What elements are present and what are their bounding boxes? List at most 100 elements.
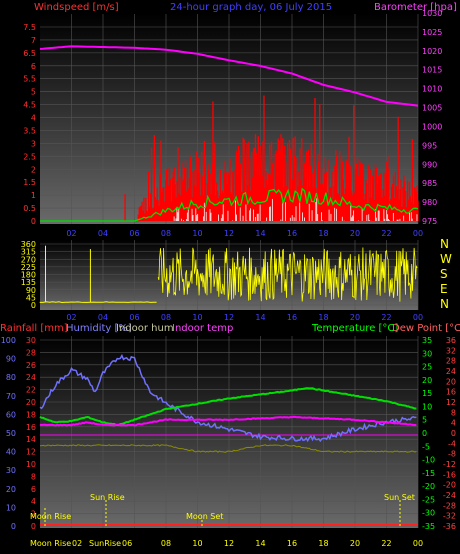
dew-tick: -28 (443, 501, 456, 510)
windspeed-axis: 0 0.5 1 1.5 2 2.5 3 3.5 4 4.5 5 5.5 6 6.5 7 7.5 (23, 23, 36, 226)
dew-tick: -16 (443, 470, 456, 479)
direction-x-tick: 14 (255, 313, 265, 322)
humidity-tick: 60 (6, 410, 16, 419)
bottom-moon-rise: Moon Rise (30, 539, 71, 548)
compass-letter: N (440, 237, 449, 251)
temperature-tick: -15 (422, 469, 435, 478)
climate-x-axis: 08 10 12 14 16 18 20 22 00 (161, 539, 423, 548)
direction-calm-line (39, 301, 157, 304)
wind-x-tick: 10 (192, 229, 202, 238)
dew-tick: -8 (448, 450, 456, 459)
barometer-axis: 975 980 985 990 995 1000 1005 1010 1015 1020 1025 1… (422, 9, 442, 226)
wind-bars (124, 95, 419, 221)
temperature-tick: 35 (422, 336, 432, 345)
direction-x-tick: 04 (98, 313, 108, 322)
climate-x-tick: 00 (413, 539, 423, 548)
climate-x-tick: 12 (224, 539, 234, 548)
rain-tick: 2 (31, 510, 36, 519)
dew-tick: -12 (443, 460, 456, 469)
windspeed-tick: 3 (31, 139, 36, 148)
temperature-label: Temperature [°C] (311, 323, 398, 334)
dew-tick: 36 (446, 336, 456, 345)
climate-x-tick: 14 (255, 539, 265, 548)
wind-x-tick: 08 (161, 229, 171, 238)
moon-rise-label: Moon Rise (30, 512, 71, 521)
wind-x-tick: 00 (413, 229, 423, 238)
windspeed-tick: 2 (31, 165, 36, 174)
barometer-tick: 990 (422, 160, 437, 169)
barometer-line (39, 45, 419, 107)
windspeed-tick: 6 (31, 62, 36, 71)
direction-x-axis: 02 04 06 08 10 12 14 16 18 20 22 00 (66, 313, 423, 322)
temperature-tick: 15 (422, 389, 432, 398)
wind-x-tick: 20 (350, 229, 360, 238)
temperature-tick: 10 (422, 402, 432, 411)
direction-x-tick: 08 (161, 313, 171, 322)
direction-x-tick: 12 (224, 313, 234, 322)
graph-title: 24-hour graph day, 06 July 2015 (170, 2, 332, 13)
moon-set-label: Moon Set (186, 512, 223, 521)
direction-trace (157, 247, 418, 302)
barometer-tick: 1005 (422, 104, 442, 113)
direction-tick: 45 (26, 293, 36, 302)
dew-tick: 24 (446, 367, 456, 376)
climate-x-tick: 18 (318, 539, 328, 548)
rain-tick: 18 (26, 410, 36, 419)
humidity-tick: 80 (6, 373, 16, 382)
direction-tick: 315 (21, 248, 36, 257)
humidity-label: Humidity [%] (66, 323, 132, 334)
wind-x-tick: 12 (224, 229, 234, 238)
direction-x-tick: 10 (192, 313, 202, 322)
humidity-tick: 20 (6, 485, 16, 494)
windspeed-tick: 4.5 (23, 101, 36, 110)
rain-tick: 30 (26, 336, 36, 345)
windspeed-tick: 5 (31, 88, 36, 97)
wind-x-tick: 04 (98, 229, 108, 238)
bottom-sun-rise: SunRise (89, 539, 121, 548)
barometer-tick: 980 (422, 198, 437, 207)
wind-x-tick: 02 (66, 229, 76, 238)
wind-x-tick: 18 (318, 229, 328, 238)
windspeed-tick: 7.5 (23, 23, 36, 32)
barometer-tick: 1000 (422, 122, 442, 131)
barometer-tick: 1020 (422, 47, 442, 56)
dew-tick: 8 (451, 408, 456, 417)
humidity-tick: 40 (6, 448, 16, 457)
temperature-tick: 20 (422, 376, 432, 385)
climate-x-tick: 16 (287, 539, 297, 548)
barometer-tick: 1030 (422, 9, 442, 18)
rain-tick: 0 (31, 522, 36, 531)
temperature-tick: -5 (422, 442, 430, 451)
direction-x-tick: 06 (129, 313, 139, 322)
rain-tick: 12 (26, 448, 36, 457)
direction-tick: 180 (21, 271, 36, 280)
rain-tick: 24 (26, 373, 36, 382)
temperature-axis: -35 -30 -25 -20 -15 -10 -5 0 5 10 15 20 25 30 35 (422, 336, 435, 531)
rain-tick: 8 (31, 472, 36, 481)
humidity-tick: 10 (6, 503, 16, 512)
rain-tick: 16 (26, 423, 36, 432)
dew-tick: 16 (446, 388, 456, 397)
windspeed-tick: 5.5 (23, 75, 36, 84)
indoor-humidity-line (39, 444, 417, 453)
direction-x-tick: 18 (318, 313, 328, 322)
direction-x-tick: 22 (381, 313, 391, 322)
dew-tick: -4 (448, 439, 456, 448)
sun-rise-label: Sun Rise (90, 493, 125, 502)
barometer-tick: 995 (422, 141, 437, 150)
direction-tick: 0 (31, 301, 36, 310)
climate-x-tick: 22 (381, 539, 391, 548)
humidity-tick: 70 (6, 392, 16, 401)
wind-x-tick: 22 (381, 229, 391, 238)
direction-x-tick: 00 (413, 313, 423, 322)
bottom-06: 06 (122, 539, 132, 548)
dew-tick: 12 (446, 398, 456, 407)
humidity-line (39, 353, 417, 443)
direction-tick: 360 (21, 240, 36, 249)
climate-x-tick: 20 (350, 539, 360, 548)
temperature-tick: -10 (422, 456, 435, 465)
dew-tick: -32 (443, 512, 456, 521)
windspeed-label: Windspeed [m/s] (34, 2, 119, 13)
